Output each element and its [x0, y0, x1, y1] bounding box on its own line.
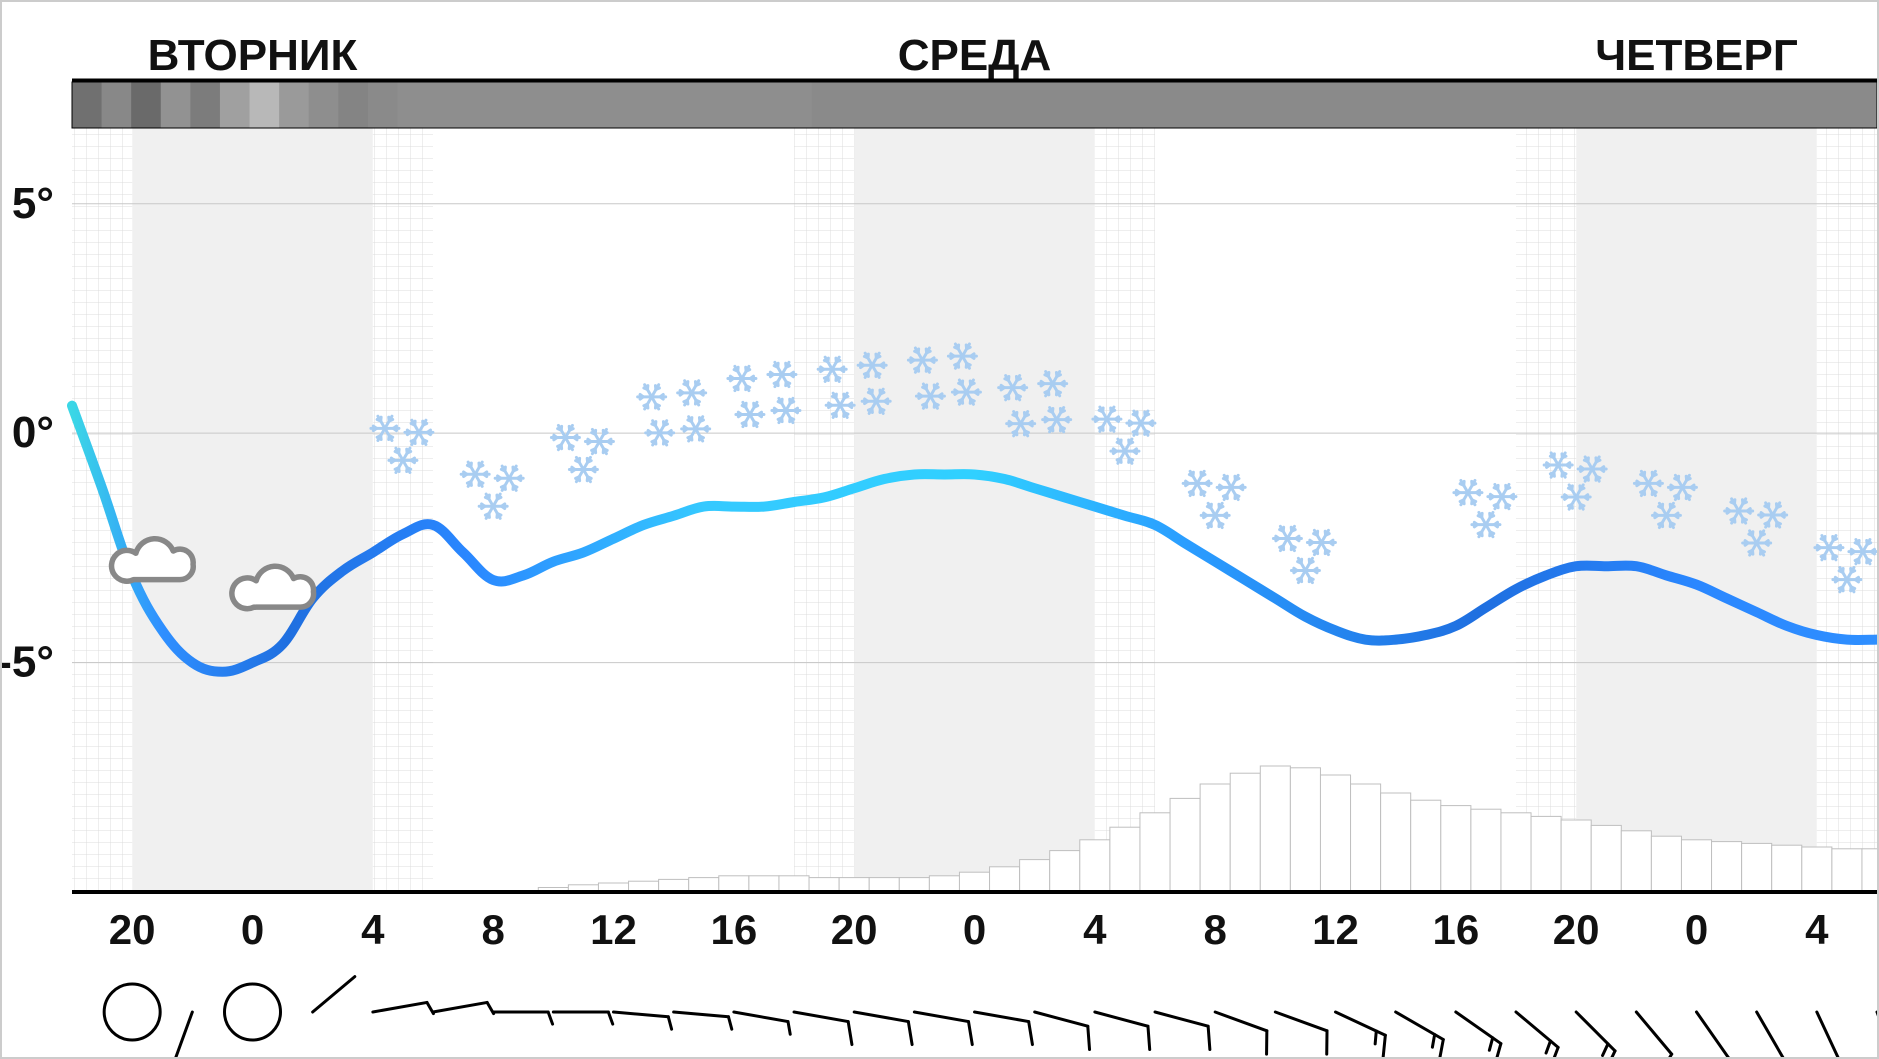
precip-bar — [1351, 784, 1381, 892]
precip-bar — [1110, 827, 1140, 892]
x-tick-label: 4 — [361, 906, 385, 953]
twilight-band — [373, 128, 433, 892]
precip-bar — [1531, 816, 1561, 892]
x-tick-label: 8 — [481, 906, 504, 953]
precip-bar — [839, 878, 869, 892]
precip-bar — [1802, 847, 1832, 892]
precip-bar — [899, 878, 929, 892]
x-tick-label: 4 — [1805, 906, 1829, 953]
x-tick-label: 16 — [710, 906, 757, 953]
night-band — [854, 128, 1095, 892]
x-tick-label: 0 — [241, 906, 264, 953]
precip-bar — [1020, 860, 1050, 892]
day-label: СРЕДА — [898, 31, 1052, 80]
precip-bar — [1651, 836, 1681, 892]
precip-bar — [1381, 793, 1411, 892]
precip-bar — [719, 876, 749, 892]
precip-bar — [1712, 842, 1742, 892]
precip-bar — [929, 876, 959, 892]
precip-bar — [809, 878, 839, 892]
night-band — [132, 128, 373, 892]
precip-bar — [1080, 840, 1110, 892]
precip-bar — [959, 872, 989, 892]
precip-bar — [990, 867, 1020, 892]
weather-chart-svg: ВТОРНИК СРЕДА ЧЕТВЕРГ 5° 0° -5° 20 0 4 8 12 16 20 0 4 8… — [2, 2, 1879, 1059]
x-tick-label: 20 — [831, 906, 878, 953]
precip-bar — [1681, 840, 1711, 892]
precip-bar — [1832, 849, 1862, 892]
precip-bar — [689, 878, 719, 892]
twilight-band — [1516, 128, 1576, 892]
precip-bar — [1862, 849, 1879, 892]
precip-bar — [1561, 820, 1591, 892]
x-tick-label: 12 — [590, 906, 637, 953]
x-tick-label: 0 — [1685, 906, 1708, 953]
precip-bar — [1621, 831, 1651, 892]
precip-bar — [749, 876, 779, 892]
precip-bar — [1050, 851, 1080, 892]
weather-chart: ВТОРНИК СРЕДА ЧЕТВЕРГ 5° 0° -5° 20 0 4 8 12 16 20 0 4 8… — [2, 2, 1877, 1057]
precip-bar — [1772, 845, 1802, 892]
precip-bar — [779, 876, 809, 892]
day-label: ЧЕТВЕРГ — [1595, 31, 1798, 80]
precip-bar — [1742, 843, 1772, 892]
precip-bar — [1290, 768, 1320, 892]
precip-bar — [1170, 798, 1200, 892]
night-band — [1576, 128, 1817, 892]
precip-bar — [869, 878, 899, 892]
y-tick-label: -5° — [2, 638, 54, 687]
twilight-band — [1817, 128, 1877, 892]
precip-bar — [1471, 809, 1501, 892]
precip-bar — [1260, 766, 1290, 892]
x-tick-label: 12 — [1312, 906, 1359, 953]
precip-bar — [1441, 806, 1471, 892]
x-tick-label: 16 — [1432, 906, 1479, 953]
precip-bar — [1501, 813, 1531, 892]
day-label: ВТОРНИК — [148, 31, 358, 80]
twilight-band — [72, 128, 132, 892]
y-tick-label: 0° — [12, 408, 54, 457]
precip-bar — [1230, 773, 1260, 892]
precip-bar — [1200, 784, 1230, 892]
x-tick-label: 0 — [963, 906, 986, 953]
x-tick-label: 20 — [1553, 906, 1600, 953]
cloud-cover-band — [72, 82, 1878, 128]
precip-bar — [1320, 775, 1350, 892]
x-tick-label: 8 — [1203, 906, 1226, 953]
precip-bar — [1411, 800, 1441, 892]
twilight-band — [794, 128, 854, 892]
x-tick-label: 4 — [1083, 906, 1107, 953]
y-tick-label: 5° — [12, 179, 54, 228]
x-tick-label: 20 — [109, 906, 156, 953]
weather-chart-frame: ВТОРНИК СРЕДА ЧЕТВЕРГ 5° 0° -5° 20 0 4 8 12 16 20 0 4 8… — [0, 0, 1879, 1059]
precip-bar — [1140, 813, 1170, 892]
precip-bar — [1591, 825, 1621, 892]
